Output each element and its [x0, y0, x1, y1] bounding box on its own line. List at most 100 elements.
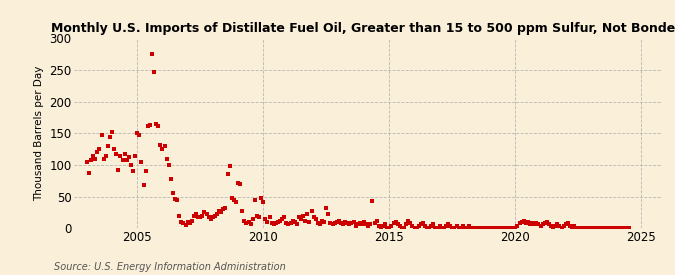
Point [428, 222, 439, 227]
Point [269, 222, 279, 227]
Point [176, 220, 187, 224]
Point [285, 221, 296, 226]
Point [424, 226, 435, 230]
Point [579, 226, 590, 230]
Point [184, 221, 195, 226]
Point [350, 224, 361, 229]
Point [329, 221, 340, 226]
Point [90, 156, 101, 161]
Point [458, 224, 468, 229]
Point [109, 147, 119, 151]
Point [475, 226, 485, 230]
Point [596, 226, 607, 230]
Point [279, 215, 290, 219]
Point [224, 164, 235, 169]
Point [159, 144, 170, 148]
Point [151, 122, 161, 126]
Point [105, 134, 115, 139]
Point [485, 226, 495, 230]
Point [128, 169, 138, 174]
Point [460, 226, 470, 230]
Point [146, 52, 157, 56]
Point [510, 226, 520, 230]
Point [522, 220, 533, 224]
Point [142, 123, 153, 128]
Point [543, 222, 554, 227]
Point [239, 218, 250, 223]
Point [556, 226, 567, 230]
Point [464, 224, 475, 229]
Point [489, 226, 500, 230]
Point [562, 221, 573, 226]
Point [371, 218, 382, 223]
Point [300, 218, 310, 223]
Y-axis label: Thousand Barrels per Day: Thousand Barrels per Day [34, 66, 44, 201]
Point [462, 226, 472, 230]
Point [331, 220, 342, 224]
Point [271, 221, 281, 226]
Point [468, 226, 479, 230]
Point [590, 226, 601, 230]
Point [354, 221, 365, 226]
Point [600, 226, 611, 230]
Point [186, 218, 197, 223]
Point [228, 197, 239, 202]
Point [524, 222, 535, 227]
Point [449, 226, 460, 230]
Point [96, 133, 107, 137]
Point [604, 226, 615, 230]
Point [245, 222, 256, 227]
Point [241, 221, 252, 226]
Point [453, 226, 464, 230]
Point [92, 150, 103, 155]
Point [526, 221, 537, 226]
Point [367, 199, 378, 203]
Point [333, 218, 344, 223]
Point [296, 217, 306, 221]
Point [497, 226, 508, 230]
Text: Source: U.S. Energy Information Administration: Source: U.S. Energy Information Administ… [54, 262, 286, 272]
Point [547, 226, 558, 230]
Point [344, 222, 355, 227]
Point [602, 226, 613, 230]
Point [254, 215, 265, 219]
Point [306, 208, 317, 213]
Point [335, 221, 346, 226]
Point [180, 223, 191, 227]
Point [319, 220, 329, 224]
Point [107, 130, 117, 134]
Point [405, 221, 416, 226]
Point [199, 210, 210, 214]
Point [495, 226, 506, 230]
Point [456, 226, 466, 230]
Point [401, 222, 412, 227]
Point [352, 222, 363, 227]
Point [308, 215, 319, 219]
Point [292, 222, 302, 227]
Point [258, 199, 269, 204]
Point [466, 226, 477, 230]
Point [619, 226, 630, 230]
Point [115, 153, 126, 158]
Point [577, 226, 588, 230]
Point [479, 226, 489, 230]
Point [294, 215, 304, 219]
Point [472, 226, 483, 230]
Point [390, 220, 401, 224]
Point [539, 221, 550, 226]
Point [560, 222, 571, 227]
Point [545, 224, 556, 229]
Point [491, 226, 502, 230]
Point [113, 168, 124, 172]
Point [439, 226, 450, 230]
Point [155, 142, 166, 147]
Point [571, 226, 582, 230]
Point [124, 155, 134, 160]
Point [418, 221, 429, 226]
Point [283, 222, 294, 227]
Point [564, 224, 575, 229]
Point [323, 212, 333, 216]
Point [88, 153, 99, 158]
Point [190, 212, 201, 216]
Point [569, 224, 580, 229]
